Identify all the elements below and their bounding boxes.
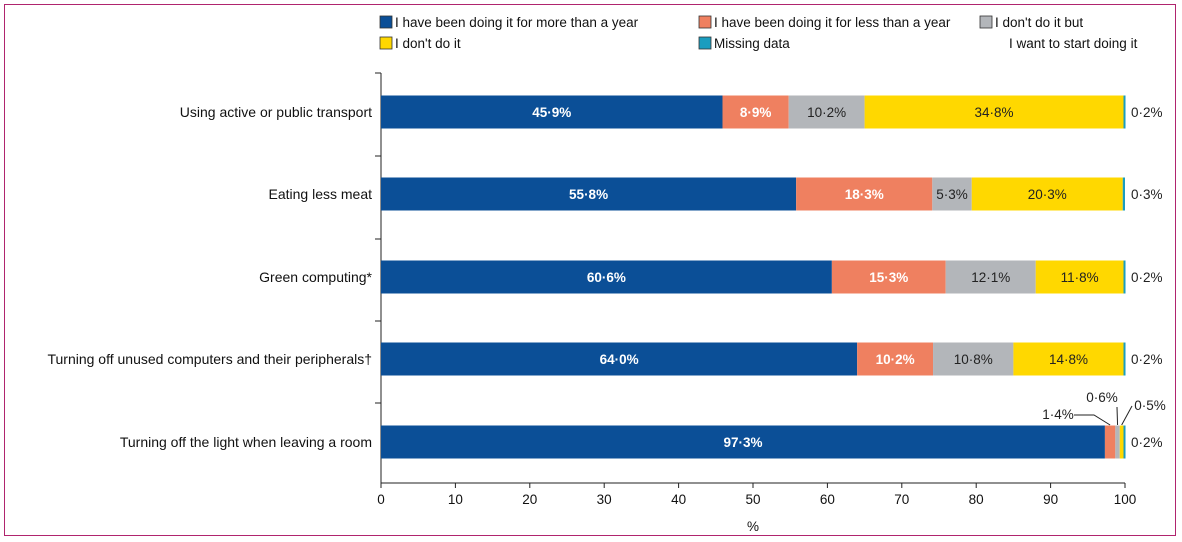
data-label: 60·6% <box>587 270 626 285</box>
data-label: 10·2% <box>876 352 915 367</box>
legend-swatch <box>979 15 993 29</box>
bar-segment <box>1115 425 1120 459</box>
x-tick-label: 90 <box>1043 492 1058 507</box>
bar-segment <box>1035 260 1124 294</box>
bar-segment <box>971 177 1123 211</box>
bar-segment <box>1013 342 1124 376</box>
data-label: 11·8% <box>1061 270 1099 285</box>
bar-segment <box>933 342 1014 376</box>
data-label: 8·9% <box>740 105 772 120</box>
data-label: 0·2% <box>1131 352 1163 367</box>
x-tick-label: 0 <box>377 492 385 507</box>
data-label: 15·3% <box>869 270 908 285</box>
data-label: 0·2% <box>1131 270 1163 285</box>
data-label: 34·8% <box>975 105 1014 120</box>
data-label: 0·2% <box>1131 435 1163 450</box>
bar-segment <box>1104 425 1116 459</box>
x-tick-label: 30 <box>597 492 612 507</box>
data-label: 0·2% <box>1131 105 1163 120</box>
data-label: 10·8% <box>954 352 993 367</box>
category-label: Turning off unused computers and their p… <box>47 351 372 367</box>
data-label: 1·4% <box>1042 407 1074 422</box>
bar-segment <box>1123 342 1126 376</box>
legend-label: I don't do it but <box>995 15 1083 30</box>
data-label: 20·3% <box>1028 187 1067 202</box>
bar-segment <box>381 425 1105 459</box>
data-label: 18·3% <box>845 187 884 202</box>
bar-segment <box>381 95 723 129</box>
leader-line <box>1121 405 1133 426</box>
x-tick-label: 50 <box>745 492 760 507</box>
bar-segment <box>932 177 972 211</box>
bar-segment <box>1123 260 1126 294</box>
legend-swatch <box>698 15 712 29</box>
data-label: 97·3% <box>723 435 762 450</box>
data-label: 0·5% <box>1134 398 1166 413</box>
category-label: Eating less meat <box>269 186 373 202</box>
legend-swatch <box>379 36 393 50</box>
bar-segment <box>381 342 858 376</box>
bar-segment <box>1122 177 1125 211</box>
category-label: Using active or public transport <box>180 104 372 120</box>
legend-label: I have been doing it for less than a yea… <box>714 15 951 30</box>
x-tick-label: 20 <box>522 492 537 507</box>
legend-label: I don't do it <box>395 36 461 51</box>
x-tick-label: 100 <box>1114 492 1137 507</box>
x-tick-label: 80 <box>969 492 984 507</box>
bar-segment <box>381 260 832 294</box>
data-label: 0·6% <box>1086 390 1118 405</box>
data-label: 14·8% <box>1049 352 1088 367</box>
bar-segment <box>831 260 946 294</box>
leader-line <box>1074 414 1111 426</box>
data-label: 0·3% <box>1131 187 1163 202</box>
category-label: Green computing* <box>259 269 372 285</box>
x-axis-title: % <box>747 519 759 534</box>
data-label: 64·0% <box>600 352 639 367</box>
x-tick-label: 40 <box>671 492 686 507</box>
bar-segment <box>1123 95 1126 129</box>
bar-segment <box>857 342 934 376</box>
x-tick-label: 10 <box>448 492 463 507</box>
bar-segment <box>788 95 865 129</box>
data-label: 10·2% <box>807 105 846 120</box>
bar-segment <box>1123 425 1126 459</box>
bar-segment <box>1119 425 1124 459</box>
data-label: 45·9% <box>532 105 571 120</box>
legend-swatch <box>698 36 712 50</box>
bar-segment <box>796 177 933 211</box>
legend-label: I want to start doing it <box>1009 36 1138 51</box>
bar-segment <box>722 95 789 129</box>
figure-frame <box>4 4 1176 536</box>
legend-label: I have been doing it for more than a yea… <box>395 15 639 30</box>
x-tick-label: 60 <box>820 492 835 507</box>
legend-label: Missing data <box>714 36 790 51</box>
x-tick-label: 70 <box>894 492 909 507</box>
category-label: Turning off the light when leaving a roo… <box>120 434 372 450</box>
data-label: 12·1% <box>971 270 1010 285</box>
legend-swatch <box>379 15 393 29</box>
bar-segment <box>864 95 1124 129</box>
bar-segment <box>381 177 797 211</box>
leader-line <box>1116 406 1119 426</box>
data-label: 55·8% <box>569 187 608 202</box>
data-label: 5·3% <box>936 187 968 202</box>
bar-segment <box>945 260 1036 294</box>
